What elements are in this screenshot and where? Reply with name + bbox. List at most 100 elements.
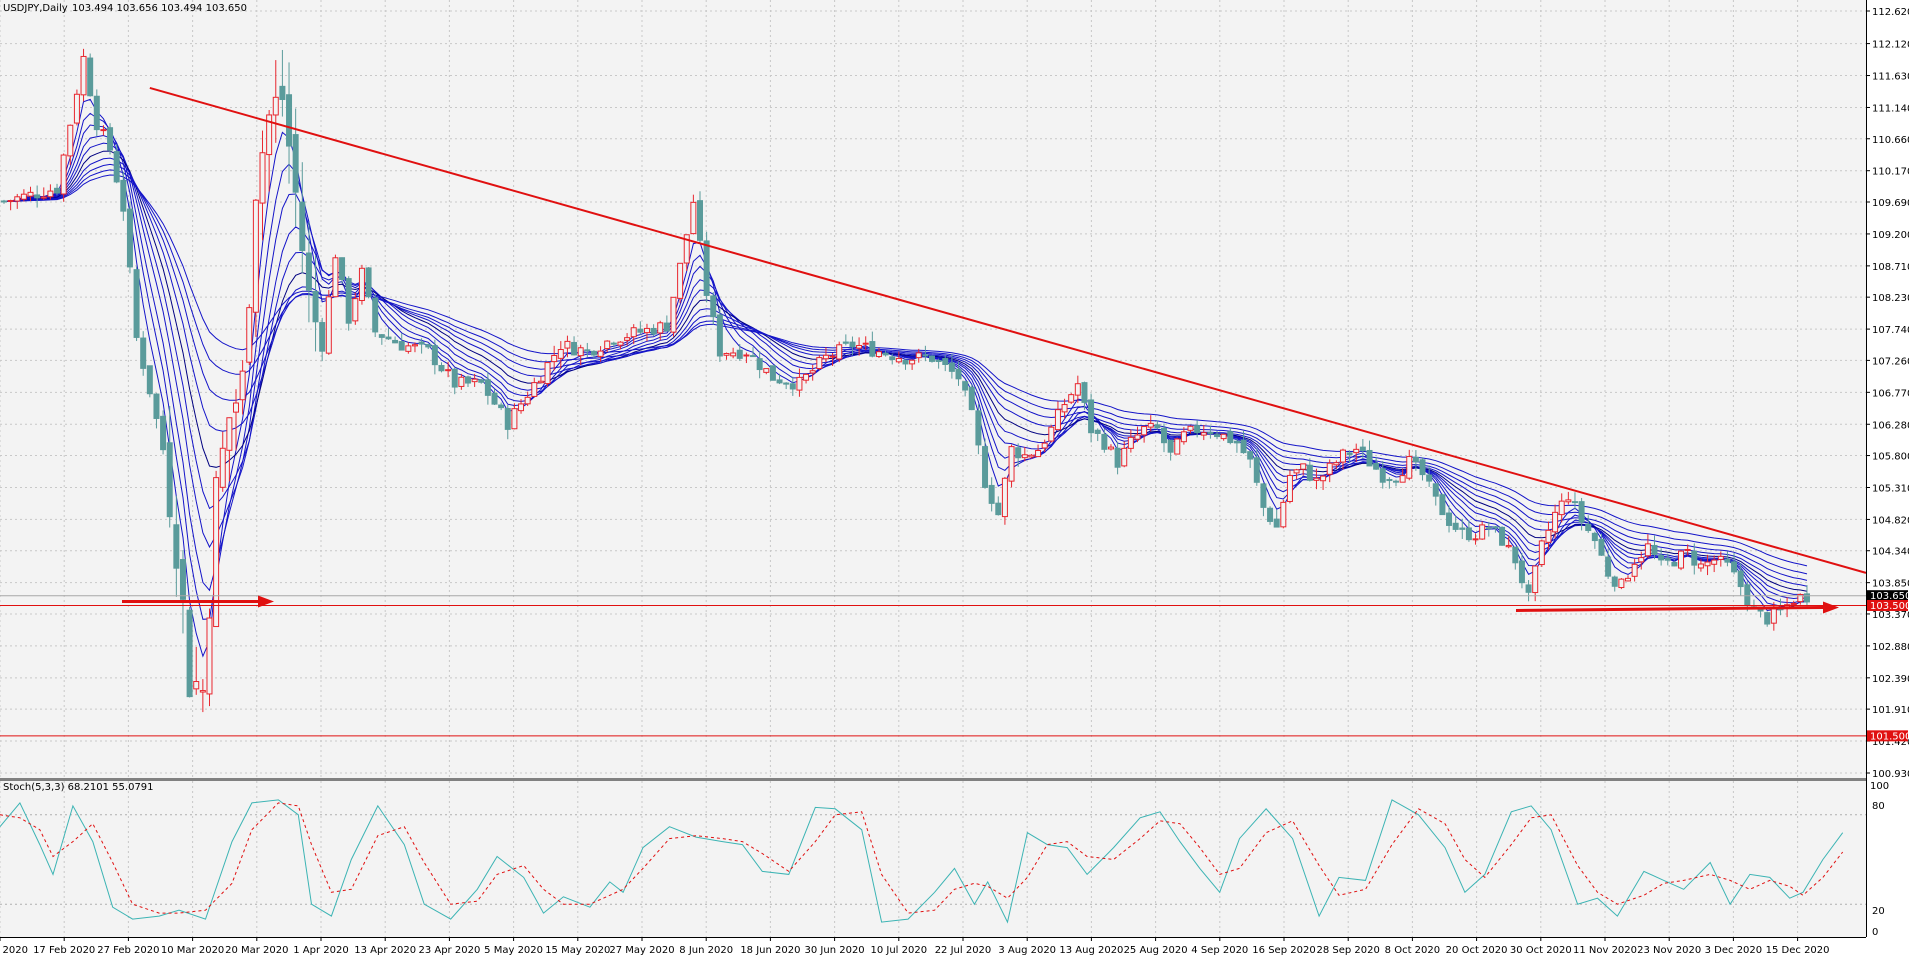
candle-body [491, 392, 498, 405]
candle-body [1644, 543, 1651, 557]
price-tag-current-bg [1867, 590, 1908, 602]
candle-body [1121, 447, 1128, 467]
candle-body [1505, 544, 1512, 548]
candle-body [697, 200, 703, 241]
candle-body [1161, 427, 1167, 444]
candle-body [1366, 449, 1373, 467]
candle-body [703, 240, 710, 296]
candle-body [1598, 538, 1605, 556]
candle-body [1605, 556, 1612, 577]
candle-body [875, 351, 882, 358]
candle-body [1333, 462, 1340, 466]
price-tick-label: 112.120 [1872, 40, 1909, 51]
candle-body [948, 362, 955, 372]
candle-body [179, 559, 186, 600]
candle-body [233, 402, 239, 413]
candle-body [1247, 451, 1254, 460]
price-tick-label: 104.340 [1872, 547, 1909, 558]
candle-body [1227, 431, 1234, 444]
candle-body [577, 347, 584, 357]
date-tick-label: 10 Mar 2020 [161, 945, 224, 956]
candle-body [1625, 577, 1631, 582]
candle-body [650, 327, 657, 335]
ema-line [3, 174, 1808, 567]
candle-body [1306, 464, 1313, 481]
date-axis-bg [0, 937, 1866, 959]
candle-body [518, 403, 525, 412]
candle-body [929, 355, 935, 362]
candle-body [544, 362, 551, 385]
date-tick-label: 30 Oct 2020 [1510, 945, 1572, 956]
candle-body [1439, 494, 1446, 516]
candle-body [584, 349, 591, 352]
candle-body [1353, 448, 1360, 454]
candle-body [27, 191, 34, 197]
candle-body [1386, 479, 1393, 482]
candle-body [1373, 462, 1380, 470]
date-tick-label: 28 Sep 2020 [1317, 945, 1380, 956]
candle-body [1114, 447, 1121, 468]
stoch-scale-0: 0 [1872, 927, 1878, 938]
candle-body [1015, 447, 1022, 459]
candle-body [484, 379, 491, 396]
candle-body [73, 93, 80, 124]
candle-body [392, 339, 399, 344]
candle-body [736, 349, 743, 359]
candle-body [776, 379, 783, 384]
candle-body [537, 380, 544, 384]
candle-body [1267, 507, 1274, 522]
candle-body [504, 407, 511, 430]
candle-body [1286, 474, 1293, 502]
candle-body [34, 194, 41, 199]
candle-body [87, 57, 94, 97]
candle-body [1180, 431, 1187, 443]
candle-body [657, 322, 664, 334]
candle-body [305, 252, 312, 291]
date-tick-label: 27 Feb 2020 [97, 945, 159, 956]
candle-body [1651, 544, 1658, 555]
candle-body [352, 298, 359, 322]
support-arrow-right[interactable] [1515, 605, 1824, 612]
price-scale-bg [1866, 0, 1909, 959]
candle-body [445, 369, 452, 372]
candle-body [842, 341, 849, 344]
candle-body [471, 378, 478, 383]
date-tick-label: 20 Oct 2020 [1446, 945, 1508, 956]
candle-body [849, 341, 856, 348]
candle-body [1061, 404, 1068, 413]
candle-body [54, 187, 61, 194]
date-tick-label: 23 Apr 2020 [418, 945, 480, 956]
candle-body [1094, 429, 1101, 434]
candle-body [345, 278, 352, 324]
candle-body [1731, 561, 1738, 573]
candle-body [299, 201, 306, 251]
candle-body [7, 200, 14, 203]
candle-body [1359, 446, 1366, 452]
candle-body [1479, 524, 1486, 540]
candle-body [239, 370, 246, 401]
candle-body [1, 200, 7, 203]
ema-line [3, 157, 1808, 587]
candle-body [206, 617, 213, 695]
price-tick-label: 106.280 [1872, 420, 1909, 431]
candle-body [398, 341, 405, 351]
price-tick-label: 107.260 [1872, 356, 1909, 367]
candle-body [1797, 593, 1804, 603]
candle-body [1737, 570, 1744, 588]
candle-body [1512, 546, 1519, 564]
date-tick-label: 15 May 2020 [545, 945, 610, 956]
price-tick-label: 100.930 [1872, 769, 1909, 780]
candle-body [478, 379, 485, 383]
date-tick-label: 17 Feb 2020 [33, 945, 95, 956]
candle-body [637, 328, 644, 333]
candle-body [1492, 526, 1499, 529]
candle-body [272, 96, 279, 116]
trendline[interactable] [149, 86, 1867, 574]
stoch-level-80: 80 [1872, 801, 1885, 812]
candle-body [113, 151, 120, 183]
candle-body [829, 355, 836, 358]
ema-line [3, 163, 1808, 581]
date-tick-label: 3 Aug 2020 [998, 945, 1056, 956]
candle-body [332, 257, 339, 298]
